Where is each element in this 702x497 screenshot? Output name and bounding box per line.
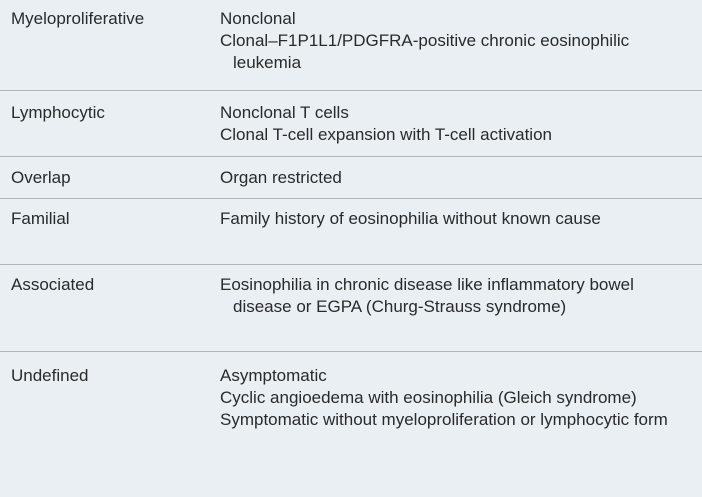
row-category: Overlap <box>11 168 71 187</box>
row-category: Familial <box>11 209 70 228</box>
table-row-myeloproliferative: Myeloproliferative Nonclonal Clonal–F1P1… <box>0 0 702 91</box>
row-entry: Clonal–F1P1L1/PDGFRA-positive chronic eo… <box>220 31 630 72</box>
table-row-overlap: Overlap Organ restricted <box>0 157 702 199</box>
row-description: Eosinophilia in chronic disease like inf… <box>220 274 690 318</box>
row-category: Associated <box>11 275 95 294</box>
row-description: Asymptomatic Cyclic angioedema with eosi… <box>220 365 690 431</box>
row-description: Nonclonal Clonal–F1P1L1/PDGFRA-positive … <box>220 8 690 74</box>
table-row-undefined: Undefined Asymptomatic Cyclic angioedema… <box>0 352 702 497</box>
row-entry: Symptomatic without myeloproliferation o… <box>220 410 668 429</box>
row-category: Myeloproliferative <box>11 9 145 28</box>
row-entry: Cyclic angioedema with eosinophilia (Gle… <box>220 388 637 407</box>
row-entry: Clonal T-cell expansion with T-cell acti… <box>220 125 552 144</box>
row-entry: Asymptomatic <box>220 366 327 385</box>
row-entry: Nonclonal T cells <box>220 103 349 122</box>
row-description: Family history of eosinophilia without k… <box>220 208 690 230</box>
table-row-familial: Familial Family history of eosinophilia … <box>0 199 702 265</box>
row-description: Organ restricted <box>220 167 690 189</box>
row-entry: Nonclonal <box>220 9 296 28</box>
row-entry: Organ restricted <box>220 168 342 187</box>
row-entry: Eosinophilia in chronic disease like inf… <box>220 275 634 316</box>
row-description: Nonclonal T cells Clonal T-cell expansio… <box>220 102 690 146</box>
row-category: Lymphocytic <box>11 103 105 122</box>
table-row-lymphocytic: Lymphocytic Nonclonal T cells Clonal T-c… <box>0 91 702 157</box>
table-row-associated: Associated Eosinophilia in chronic disea… <box>0 265 702 352</box>
row-entry: Family history of eosinophilia without k… <box>220 209 601 228</box>
row-category: Undefined <box>11 366 89 385</box>
